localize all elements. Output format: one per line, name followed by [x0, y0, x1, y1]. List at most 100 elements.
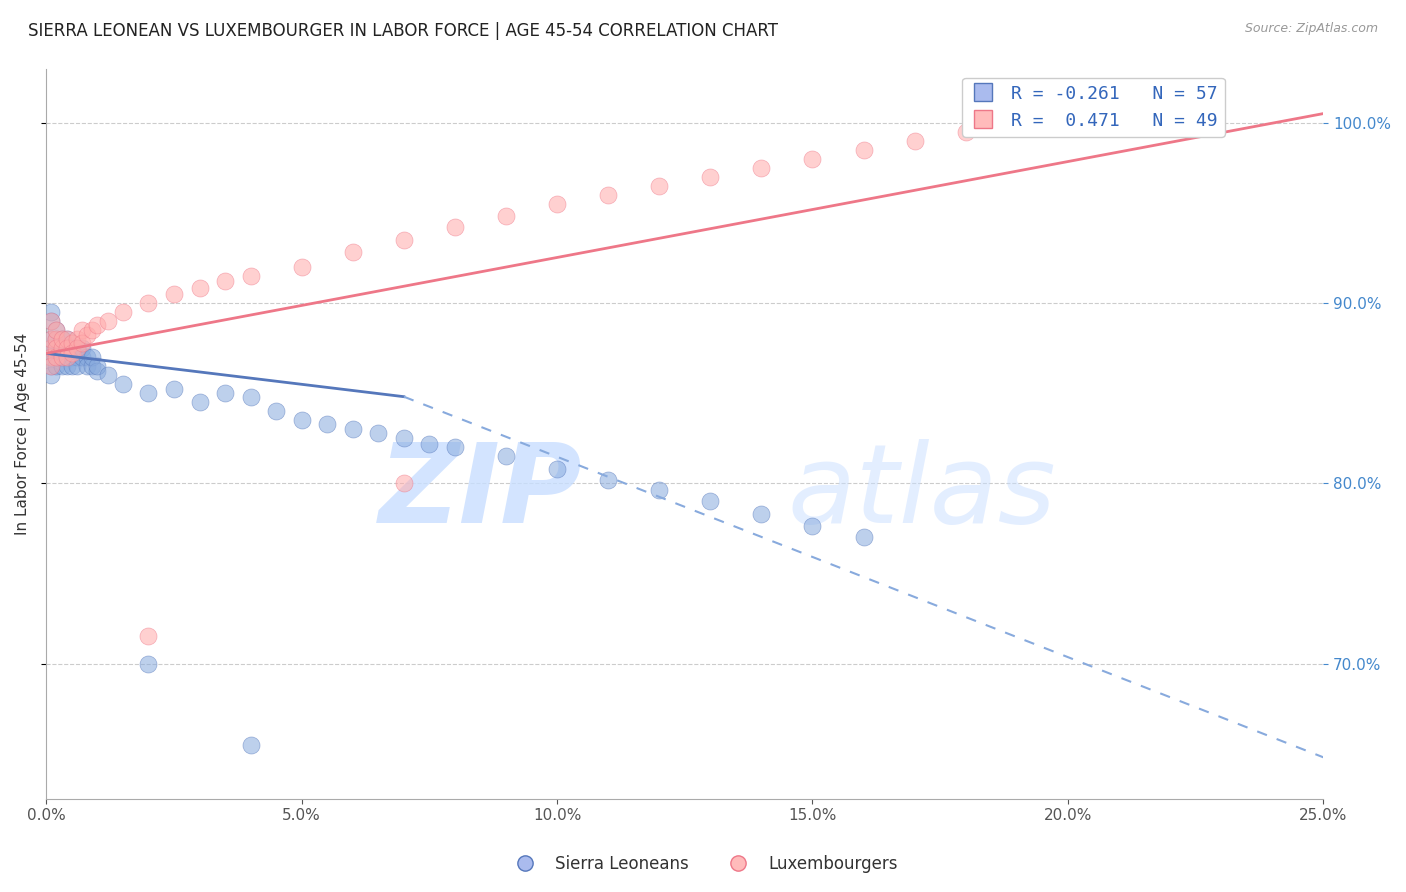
- Point: [41, 359, 63, 373]
- Point: [1057, 115, 1080, 129]
- Point: [70, 323, 93, 337]
- Point: [60, 350, 83, 364]
- Point: [45, 323, 67, 337]
- Point: [51, 332, 73, 346]
- Point: [97, 368, 120, 382]
- Point: [70, 335, 93, 350]
- Point: [66, 341, 89, 355]
- Point: [41, 305, 63, 319]
- Point: [82, 359, 104, 373]
- Point: [495, 449, 517, 463]
- Point: [97, 314, 120, 328]
- Point: [66, 350, 89, 364]
- Point: [751, 161, 773, 175]
- Text: ZIP: ZIP: [380, 439, 582, 546]
- Point: [418, 436, 440, 450]
- Point: [51, 341, 73, 355]
- Point: [41, 368, 63, 382]
- Point: [955, 125, 977, 139]
- Point: [239, 738, 262, 752]
- Point: [1159, 115, 1181, 129]
- Text: atlas: atlas: [787, 439, 1056, 546]
- Point: [546, 196, 568, 211]
- Point: [111, 377, 134, 392]
- Point: [648, 178, 671, 193]
- Point: [239, 390, 262, 404]
- Point: [138, 630, 160, 644]
- Point: [86, 359, 108, 373]
- Point: [214, 274, 236, 288]
- Point: [367, 425, 389, 440]
- Point: [904, 134, 927, 148]
- Point: [82, 350, 104, 364]
- Point: [392, 431, 415, 445]
- Point: [444, 440, 467, 454]
- Point: [444, 220, 467, 235]
- Point: [70, 350, 93, 364]
- Point: [55, 359, 77, 373]
- Point: [55, 350, 77, 364]
- Point: [342, 422, 364, 436]
- Point: [41, 341, 63, 355]
- Point: [699, 494, 721, 508]
- Point: [41, 332, 63, 346]
- Point: [41, 359, 63, 373]
- Point: [51, 332, 73, 346]
- Point: [214, 386, 236, 401]
- Point: [41, 314, 63, 328]
- Point: [70, 341, 93, 355]
- Point: [342, 245, 364, 260]
- Point: [41, 332, 63, 346]
- Point: [291, 260, 314, 274]
- Point: [60, 335, 83, 350]
- Y-axis label: In Labor Force | Age 45-54: In Labor Force | Age 45-54: [15, 333, 31, 535]
- Legend: Sierra Leoneans, Luxembourgers: Sierra Leoneans, Luxembourgers: [502, 848, 904, 880]
- Point: [852, 143, 875, 157]
- Point: [163, 383, 186, 397]
- Point: [82, 323, 104, 337]
- Point: [751, 507, 773, 521]
- Point: [45, 341, 67, 355]
- Point: [138, 657, 160, 671]
- Point: [188, 281, 211, 295]
- Point: [1108, 115, 1130, 129]
- Point: [188, 395, 211, 409]
- Point: [45, 332, 67, 346]
- Point: [41, 341, 63, 355]
- Point: [316, 417, 339, 431]
- Point: [45, 350, 67, 364]
- Point: [163, 286, 186, 301]
- Point: [51, 350, 73, 364]
- Point: [852, 530, 875, 544]
- Point: [598, 187, 620, 202]
- Point: [55, 350, 77, 364]
- Point: [45, 359, 67, 373]
- Point: [291, 413, 314, 427]
- Point: [76, 350, 98, 364]
- Point: [60, 341, 83, 355]
- Point: [699, 169, 721, 184]
- Point: [598, 473, 620, 487]
- Point: [111, 305, 134, 319]
- Point: [51, 350, 73, 364]
- Point: [60, 346, 83, 360]
- Point: [41, 350, 63, 364]
- Point: [55, 341, 77, 355]
- Point: [76, 328, 98, 343]
- Point: [45, 341, 67, 355]
- Text: SIERRA LEONEAN VS LUXEMBOURGER IN LABOR FORCE | AGE 45-54 CORRELATION CHART: SIERRA LEONEAN VS LUXEMBOURGER IN LABOR …: [28, 22, 778, 40]
- Point: [648, 483, 671, 498]
- Point: [66, 332, 89, 346]
- Point: [55, 332, 77, 346]
- Point: [138, 386, 160, 401]
- Point: [86, 364, 108, 378]
- Point: [801, 519, 824, 533]
- Point: [1005, 115, 1028, 129]
- Point: [55, 332, 77, 346]
- Text: Source: ZipAtlas.com: Source: ZipAtlas.com: [1244, 22, 1378, 36]
- Point: [138, 296, 160, 310]
- Legend: R = -0.261   N = 57, R =  0.471   N = 49: R = -0.261 N = 57, R = 0.471 N = 49: [962, 78, 1225, 137]
- Point: [45, 323, 67, 337]
- Point: [66, 359, 89, 373]
- Point: [45, 332, 67, 346]
